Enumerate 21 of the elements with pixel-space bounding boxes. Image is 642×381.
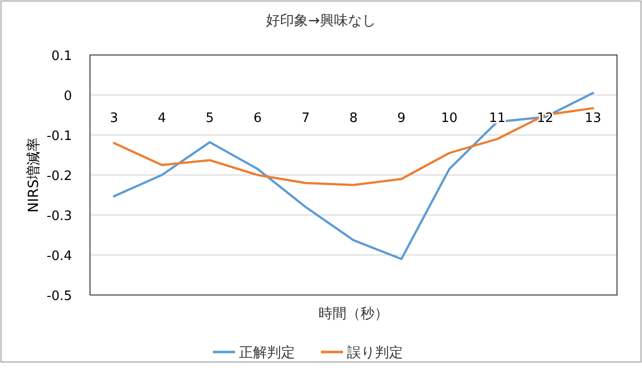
x-axis-title: 時間（秒） bbox=[318, 306, 388, 322]
x-tick-label: 4 bbox=[158, 111, 166, 126]
y-axis-title: NIRS増減率 bbox=[25, 137, 42, 213]
y-tick-label: 0 bbox=[64, 89, 72, 104]
y-tick-label: -0.1 bbox=[46, 129, 72, 144]
x-tick-label: 7 bbox=[301, 111, 310, 126]
y-tick-label: -0.5 bbox=[46, 289, 72, 304]
x-tick-label: 13 bbox=[584, 111, 602, 126]
chart-title: 好印象→興味なし bbox=[266, 13, 376, 29]
y-tick-label: -0.2 bbox=[46, 169, 72, 184]
y-tick-label: -0.3 bbox=[46, 209, 72, 224]
y-tick-label: 0.1 bbox=[51, 49, 72, 64]
x-tick-label: 8 bbox=[349, 111, 358, 126]
x-tick-label: 5 bbox=[206, 111, 214, 126]
x-tick-label: 9 bbox=[397, 111, 406, 126]
x-tick-label: 6 bbox=[254, 111, 262, 126]
x-tick-label: 10 bbox=[441, 111, 458, 126]
y-tick-label: -0.4 bbox=[46, 249, 72, 264]
legend-label: 正解判定 bbox=[239, 345, 295, 361]
legend-label: 誤り判定 bbox=[347, 345, 403, 361]
x-tick-label: 3 bbox=[110, 111, 118, 126]
